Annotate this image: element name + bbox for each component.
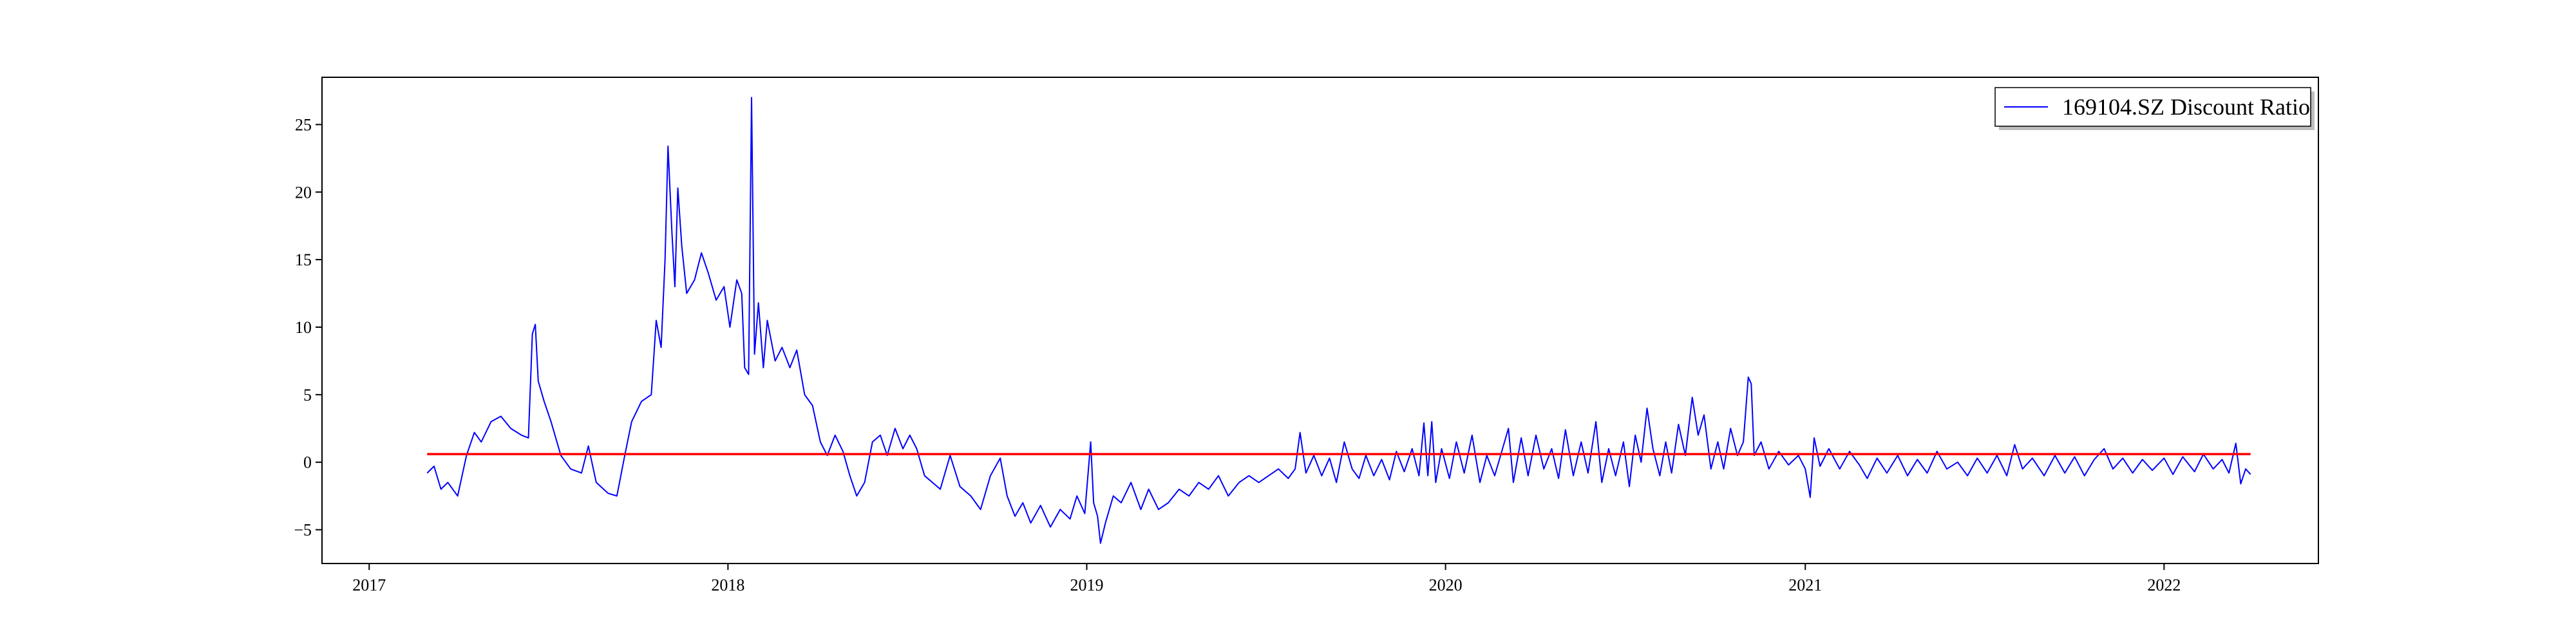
legend-label: 169104.SZ Discount Ratio [2062, 94, 2310, 120]
y-tick-label: 5 [303, 386, 312, 404]
x-tick-label: 2017 [352, 576, 386, 594]
y-tick-label: 25 [295, 115, 312, 134]
y-tick-label: 10 [295, 318, 312, 337]
x-tick-label: 2019 [1070, 576, 1103, 594]
series-line-0 [426, 97, 2251, 544]
x-tick-label: 2021 [1788, 576, 1822, 594]
x-tick-label: 2020 [1429, 576, 1463, 594]
y-tick-label: 20 [295, 183, 312, 202]
legend: 169104.SZ Discount Ratio [1994, 87, 2315, 130]
y-tick-label: 0 [303, 453, 312, 472]
y-tick-label: −5 [294, 521, 312, 540]
y-tick-label: 15 [295, 251, 312, 269]
axes: −5 0 5 10 15 20 25 2017 2018 2019 2020 2021 2022 [294, 77, 2319, 594]
axes-frame [321, 77, 2319, 564]
x-tick-label: 2022 [2147, 576, 2181, 594]
plot-area [426, 97, 2251, 544]
x-tick-label: 2018 [711, 576, 744, 594]
